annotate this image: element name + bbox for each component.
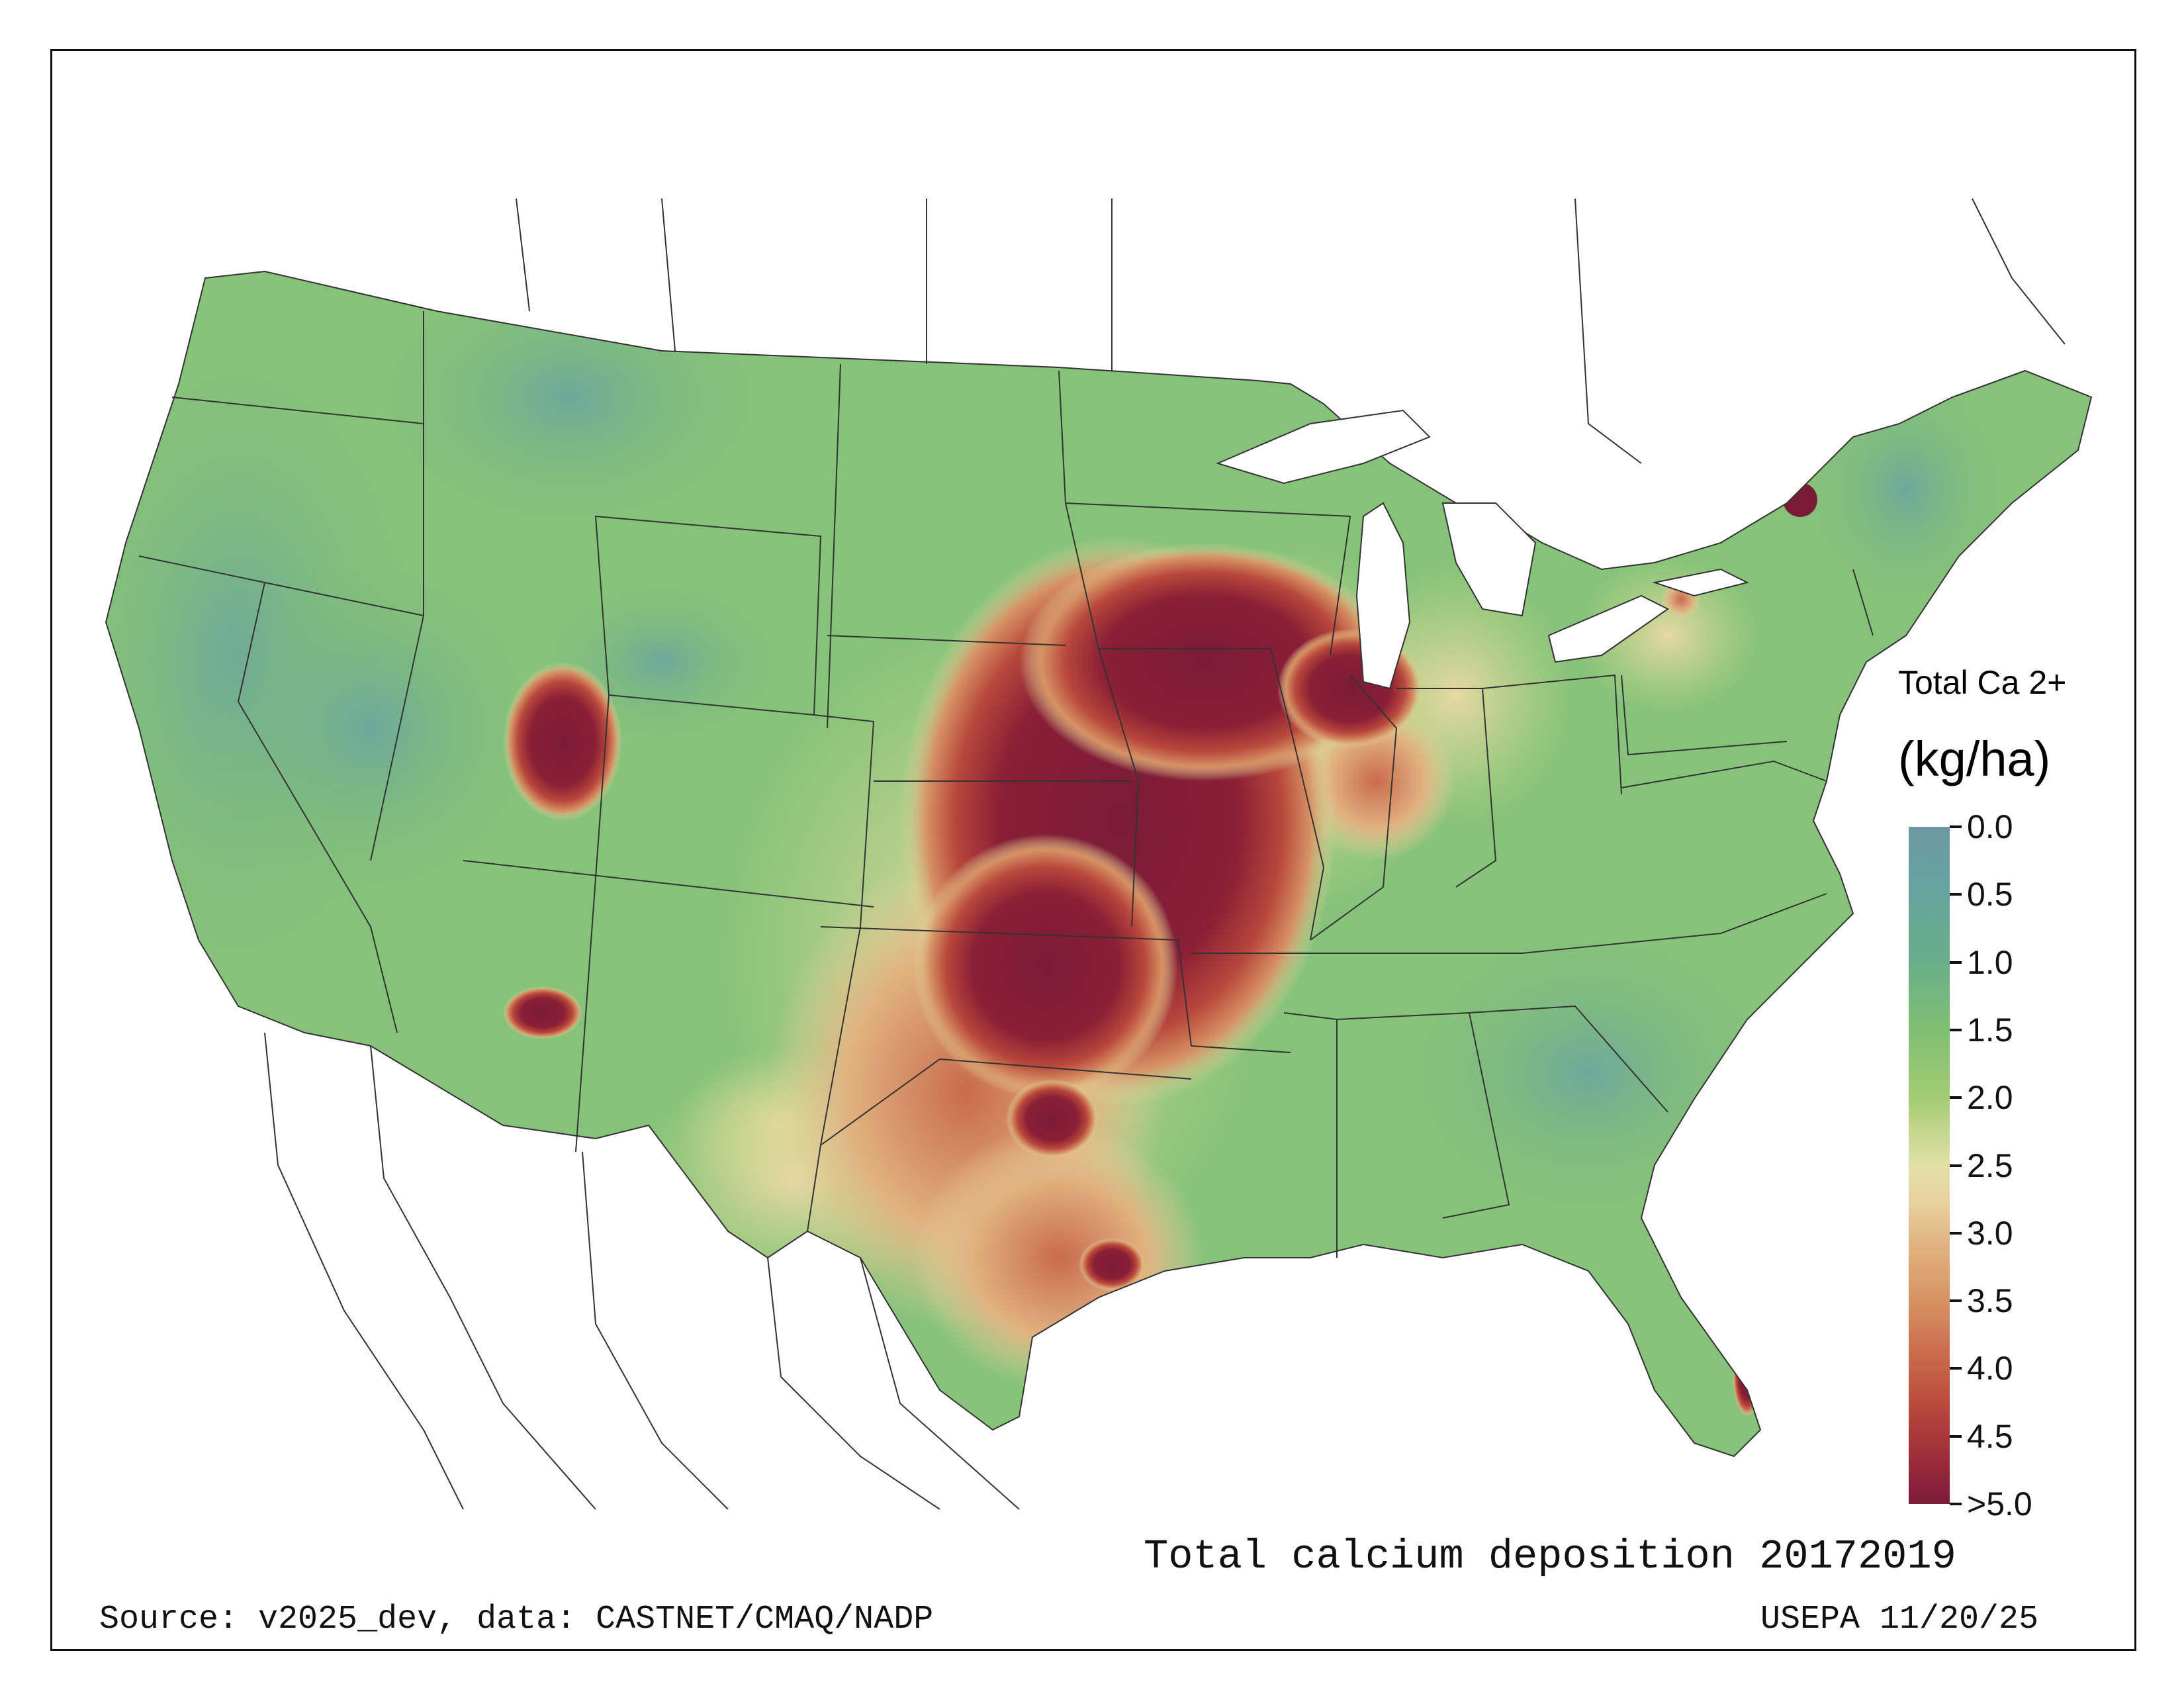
legend-tick-label: 0.5 [1967,876,2013,914]
legend-tick-label: 2.0 [1967,1079,2013,1117]
legend-tick-mark [1950,961,1962,964]
legend-tick-mark [1950,1367,1962,1370]
legend-tick-mark [1950,1028,1962,1031]
legend-tick-mark [1950,893,1962,896]
legend-tick-mark [1950,1164,1962,1167]
legend-title: Total Ca 2+ [1898,664,2067,701]
legend-tick-label: 2.5 [1967,1147,2013,1184]
legend-tick-label: >5.0 [1967,1485,2032,1523]
legend-tick-label: 1.5 [1967,1011,2013,1049]
deposition-field [106,271,2091,1456]
legend-units: (kg/ha) [1898,731,2051,786]
legend-tick-label: 0.0 [1967,808,2013,845]
legend-tick-label: 4.0 [1967,1350,2013,1387]
legend-tick-label: 1.0 [1967,943,2013,981]
legend-tick-mark [1950,1503,1962,1505]
legend-tick-mark [1950,1231,1962,1235]
legend-tick-mark [1950,825,1962,828]
legend-tick-label: 4.5 [1967,1417,2013,1455]
map-title: Total calcium deposition 20172019 [1144,1533,1956,1580]
legend-tick-mark [1950,1434,1962,1438]
legend-colorbar [1909,827,1950,1504]
state-boundaries [105,270,2093,1458]
source-note: Source: v2025_dev, data: CASTNET/CMAQ/NA… [99,1601,934,1638]
great-lakes [1216,409,1749,690]
credit-note: USEPA 11/20/25 [1760,1601,2039,1638]
legend-tick-mark [1950,1096,1962,1100]
legend-tick-mark [1950,1299,1962,1303]
legend-tick-label: 3.5 [1967,1282,2013,1320]
neighbor-boundaries [264,198,2066,1510]
legend-tick-label: 3.0 [1967,1214,2013,1252]
